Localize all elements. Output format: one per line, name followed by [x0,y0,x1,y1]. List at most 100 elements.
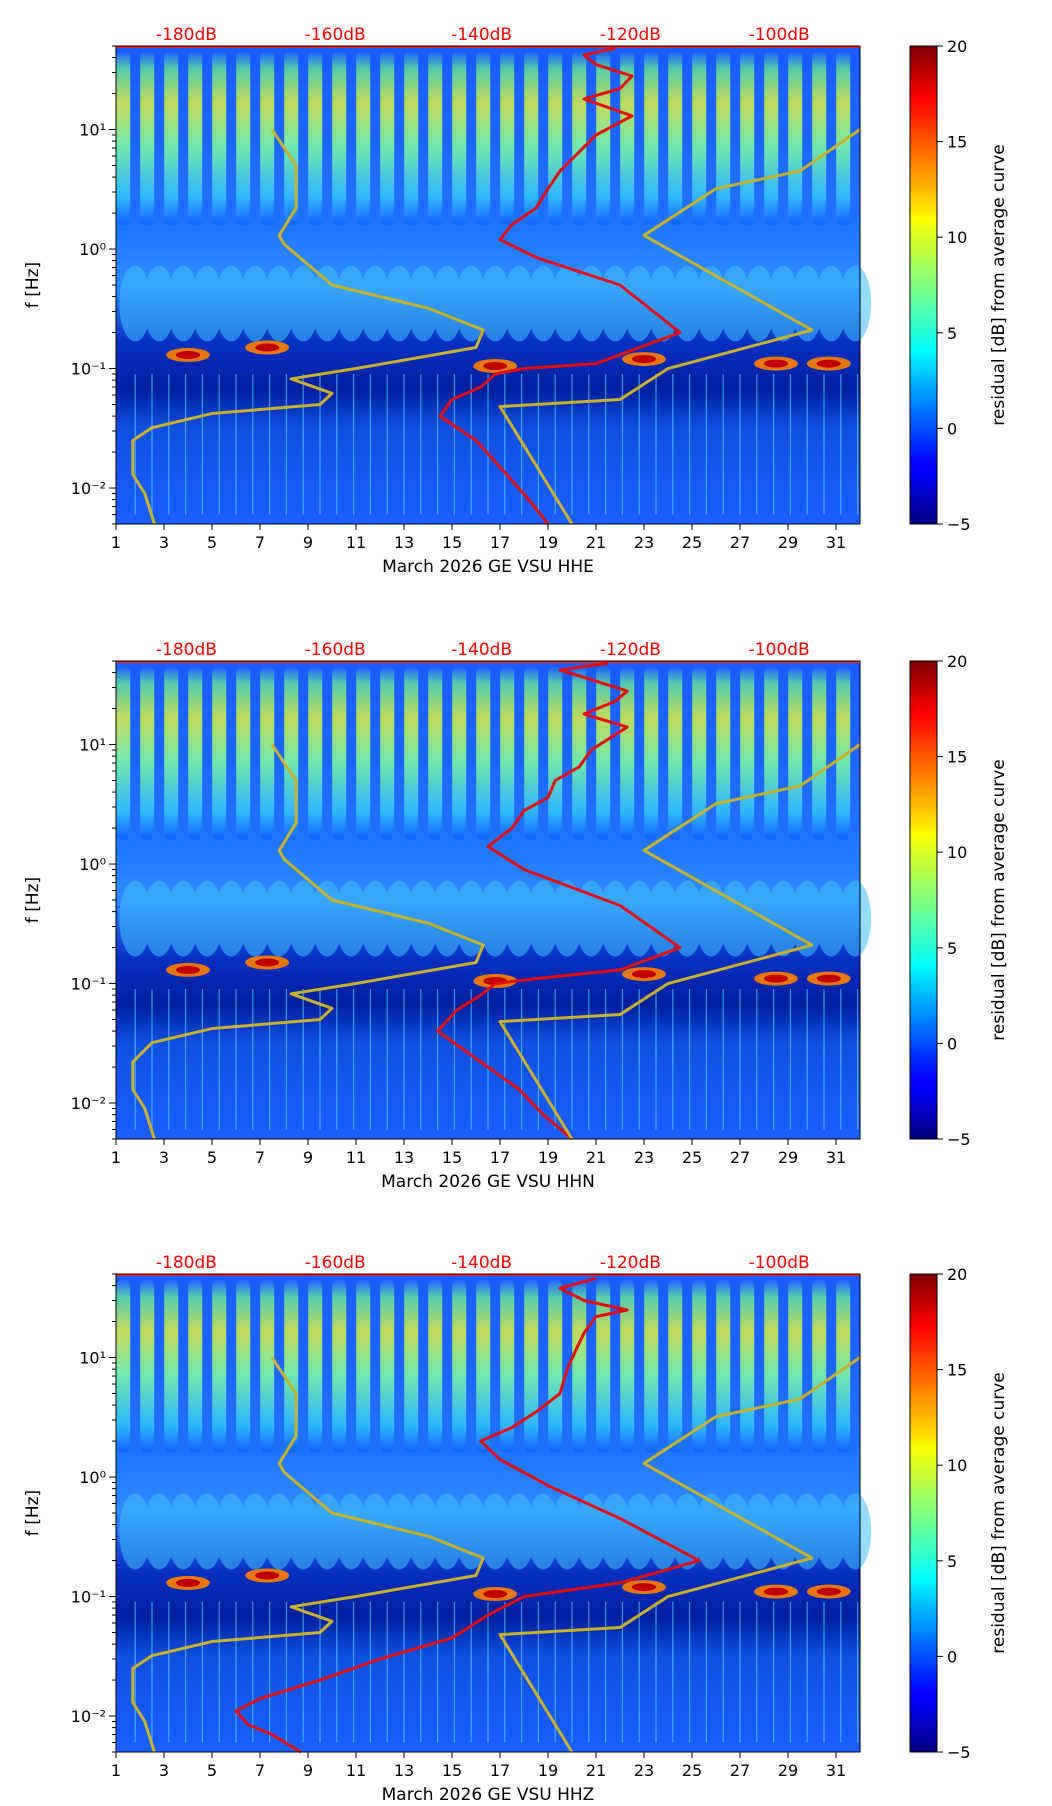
x-tick-label: 3 [159,1148,169,1167]
heatmap-blob [743,265,776,342]
heatmap-hotspot-core [816,359,841,368]
series-yellow-curve-branch-2 [498,1356,861,1753]
heatmap-blob [167,265,200,342]
heatmap-blob [575,265,608,342]
heatmap-blob [287,265,320,342]
colorbar: −5 0 5 10 15 20 residual [dB] from average cur… [909,37,1009,534]
heatmap-blob [167,1493,200,1570]
colorbar-tick-label: −5 [947,1743,971,1762]
colorbar-label: residual [dB] from average curve [989,1372,1009,1653]
x-tick-label: 21 [586,1148,606,1167]
heatmap-hotspot-core [483,361,508,370]
heatmap-stripe [308,51,323,225]
heatmap-blob [191,1493,224,1570]
heatmap-streaks [134,1601,859,1743]
y-tick-label: 10⁻² [71,1094,106,1113]
top-db-label: -100dB [749,25,810,45]
heatmap-stripe [716,51,731,225]
top-db-label: -120dB [600,640,661,660]
heatmap-blob [575,880,608,957]
heatmap-blob [407,880,440,957]
heatmap-blob [143,880,176,957]
x-tick-label: 23 [634,533,654,552]
heatmap-stripe [836,1279,851,1453]
top-db-label: -180dB [156,25,217,45]
x-tick-label: 31 [826,1761,846,1780]
heatmap-blob [527,1493,560,1570]
heatmap-blobs [119,880,872,957]
heatmap-blob [743,1493,776,1570]
heatmap-blob [479,880,512,957]
heatmap-blob [527,265,560,342]
heatmap-stripe [500,666,515,840]
colorbar-label: residual [dB] from average curve [989,144,1009,425]
heatmap-stripe [764,51,779,225]
heatmap-blob [839,880,872,957]
heatmap-blob [263,265,296,342]
top-db-label: -180dB [156,640,217,660]
heatmap-blob [239,265,272,342]
heatmap-stripe [236,666,251,840]
colorbar-tick-label: 15 [947,133,967,152]
heatmap-blob [215,1493,248,1570]
heatmap-hotspot-core [483,1589,508,1598]
heatmap-blob [719,1493,752,1570]
heatmap-stripe [236,1279,251,1453]
heatmap-stripe [380,51,395,225]
x-tick-label: 15 [442,1148,462,1167]
heatmap-blob [551,265,584,342]
heatmap-stripe [812,1279,827,1453]
series-yellow-curve-branch-2 [498,743,861,1140]
heatmap-stripe [452,666,467,840]
heatmap-stripe [428,51,443,225]
heatmap-stripe [476,1279,491,1453]
heatmap-stripe [404,666,419,840]
heatmap-stripe [140,1279,155,1453]
colorbar-tick-label: 20 [947,652,967,671]
heatmap-stripe [644,666,659,840]
heatmap-stripe [668,666,683,840]
heatmap-stripe [476,51,491,225]
series-red-curve [436,661,682,1141]
heatmap-stripe [596,1279,611,1453]
heatmap-blob [335,1493,368,1570]
heatmap-stripe [740,666,755,840]
heatmap-stripe [548,51,563,225]
top-db-label: -120dB [600,1253,661,1273]
heatmap-blob [335,265,368,342]
heatmap-blob [359,265,392,342]
heatmap-stripe [356,666,371,840]
heatmap-blob [383,1493,416,1570]
heatmap-blob [767,1493,800,1570]
heatmap-blob [239,880,272,957]
x-tick-label: 23 [634,1148,654,1167]
x-tick-label: 29 [778,1761,798,1780]
x-tick-label: 5 [207,1761,217,1780]
heatmap-stripe [428,666,443,840]
x-axis-label: March 2026 GE VSU HHN [381,1172,595,1192]
heatmap-stripe [164,1279,179,1453]
colorbar-tick-label: 10 [947,228,967,247]
heatmap-stripe [692,666,707,840]
x-tick-label: 9 [303,1148,313,1167]
heatmap-stripe [644,51,659,225]
heatmap-blob [479,1493,512,1570]
heatmap-hotspots [166,340,851,373]
colorbar-tick-label: 10 [947,843,967,862]
heatmap-blob [431,880,464,957]
heatmap-stripe [188,666,203,840]
heatmap-blob [215,880,248,957]
heatmap-stripe [332,666,347,840]
heatmap-blob [599,265,632,342]
heatmap-stripe [596,666,611,840]
heatmap-stripe [836,666,851,840]
x-tick-label: 5 [207,1148,217,1167]
x-tick-label: 11 [346,533,366,552]
heatmap-stripe [812,666,827,840]
heatmap-stripe [572,51,587,225]
x-tick-label: 7 [255,1761,265,1780]
heatmap-hotspot-core [632,355,656,364]
top-db-label: -120dB [600,25,661,45]
x-tick-label: 19 [538,1761,558,1780]
x-tick-label: 19 [538,533,558,552]
